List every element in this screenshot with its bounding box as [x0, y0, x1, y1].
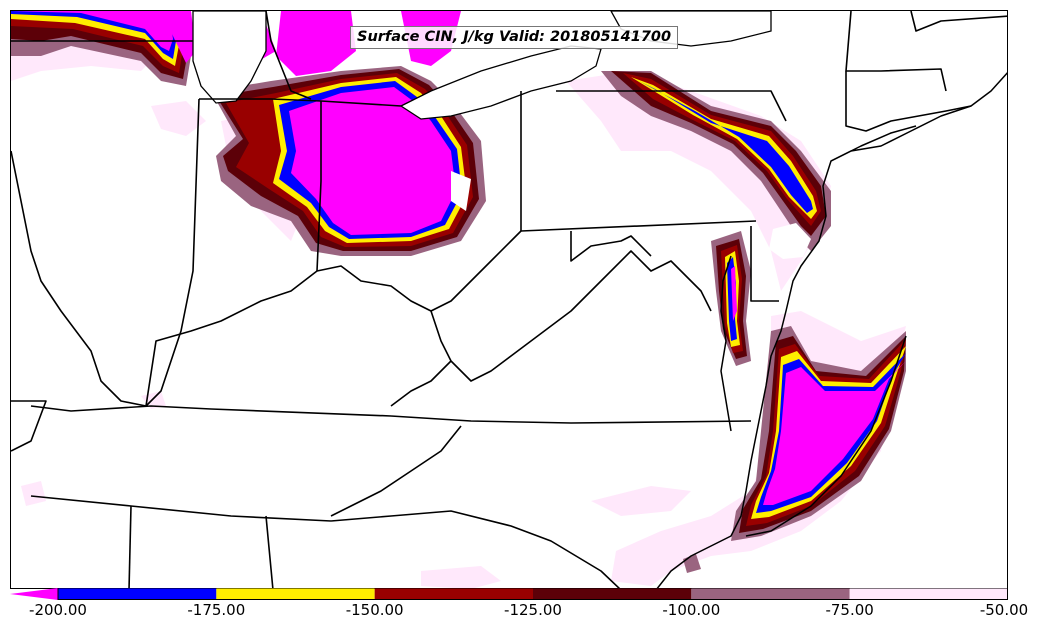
boundary-nh-me	[910, 11, 1007, 32]
boundary-ky-va	[390, 360, 452, 407]
colorbar-segment	[533, 588, 692, 600]
coastline-chesapeake	[720, 255, 732, 432]
lake-michigan	[192, 11, 267, 104]
boundary-md	[570, 231, 652, 262]
colorbar-segment	[374, 588, 533, 600]
boundary-ms-al	[128, 505, 132, 588]
colorbar	[10, 588, 1008, 600]
colorbar-segments	[58, 588, 1008, 600]
boundary-wv-va	[430, 250, 712, 382]
colorbar-tick-label: -200.00	[29, 601, 87, 619]
state-boundaries	[11, 11, 1007, 588]
boundary-pa-south	[520, 220, 757, 232]
boundary-al-ga	[265, 515, 274, 588]
boundary-va-nc	[390, 415, 752, 424]
colorbar-tick-label: -175.00	[187, 601, 246, 619]
boundary-mi-east	[265, 11, 312, 100]
map-title: Surface CIN, J/kg Valid: 201805141700	[350, 26, 679, 49]
colorbar-tick-label: -150.00	[345, 601, 404, 619]
boundary-de	[750, 226, 779, 302]
coastline-atlantic	[656, 72, 1007, 588]
boundary-oh-mi	[199, 98, 402, 107]
cin-map	[11, 11, 1007, 588]
colorbar-outline	[57, 588, 1008, 600]
boundary-tn-south	[30, 495, 332, 522]
boundary-ny-vt	[845, 11, 947, 92]
colorbar-tick-label: -75.00	[825, 601, 874, 619]
colorbar-under-triangle	[10, 588, 58, 600]
lakes	[192, 11, 772, 120]
colorbar-segment	[691, 588, 850, 600]
cin-clear-areas	[451, 171, 811, 259]
lake-erie	[399, 45, 602, 120]
boundary-ma-ri-ct	[845, 71, 972, 132]
colorbar-segment	[216, 588, 375, 600]
boundary-ky-oh-river	[145, 270, 318, 407]
coastline	[656, 72, 1007, 588]
colorbar-segment	[849, 588, 1008, 600]
boundary-nc-tn	[330, 425, 462, 517]
colorbar-tick-label: -125.00	[504, 601, 562, 619]
coastline-outer-banks	[745, 335, 907, 537]
map-panel: Surface CIN, J/kg Valid: 201805141700	[10, 10, 1008, 589]
boundary-ky-tn	[30, 405, 392, 417]
boundary-nc-sc	[330, 510, 621, 588]
boundary-mo-il	[11, 150, 147, 407]
coastline-long-island	[830, 125, 917, 162]
boundary-il-in	[145, 98, 200, 407]
colorbar-tick-label: -100.00	[662, 601, 721, 619]
boundary-in-oh	[316, 101, 322, 272]
boundary-ny-pa	[556, 90, 787, 122]
boundary-ar	[11, 400, 47, 452]
colorbar-segment	[58, 588, 217, 600]
colorbar-tick-label: -50.00	[979, 601, 1029, 619]
